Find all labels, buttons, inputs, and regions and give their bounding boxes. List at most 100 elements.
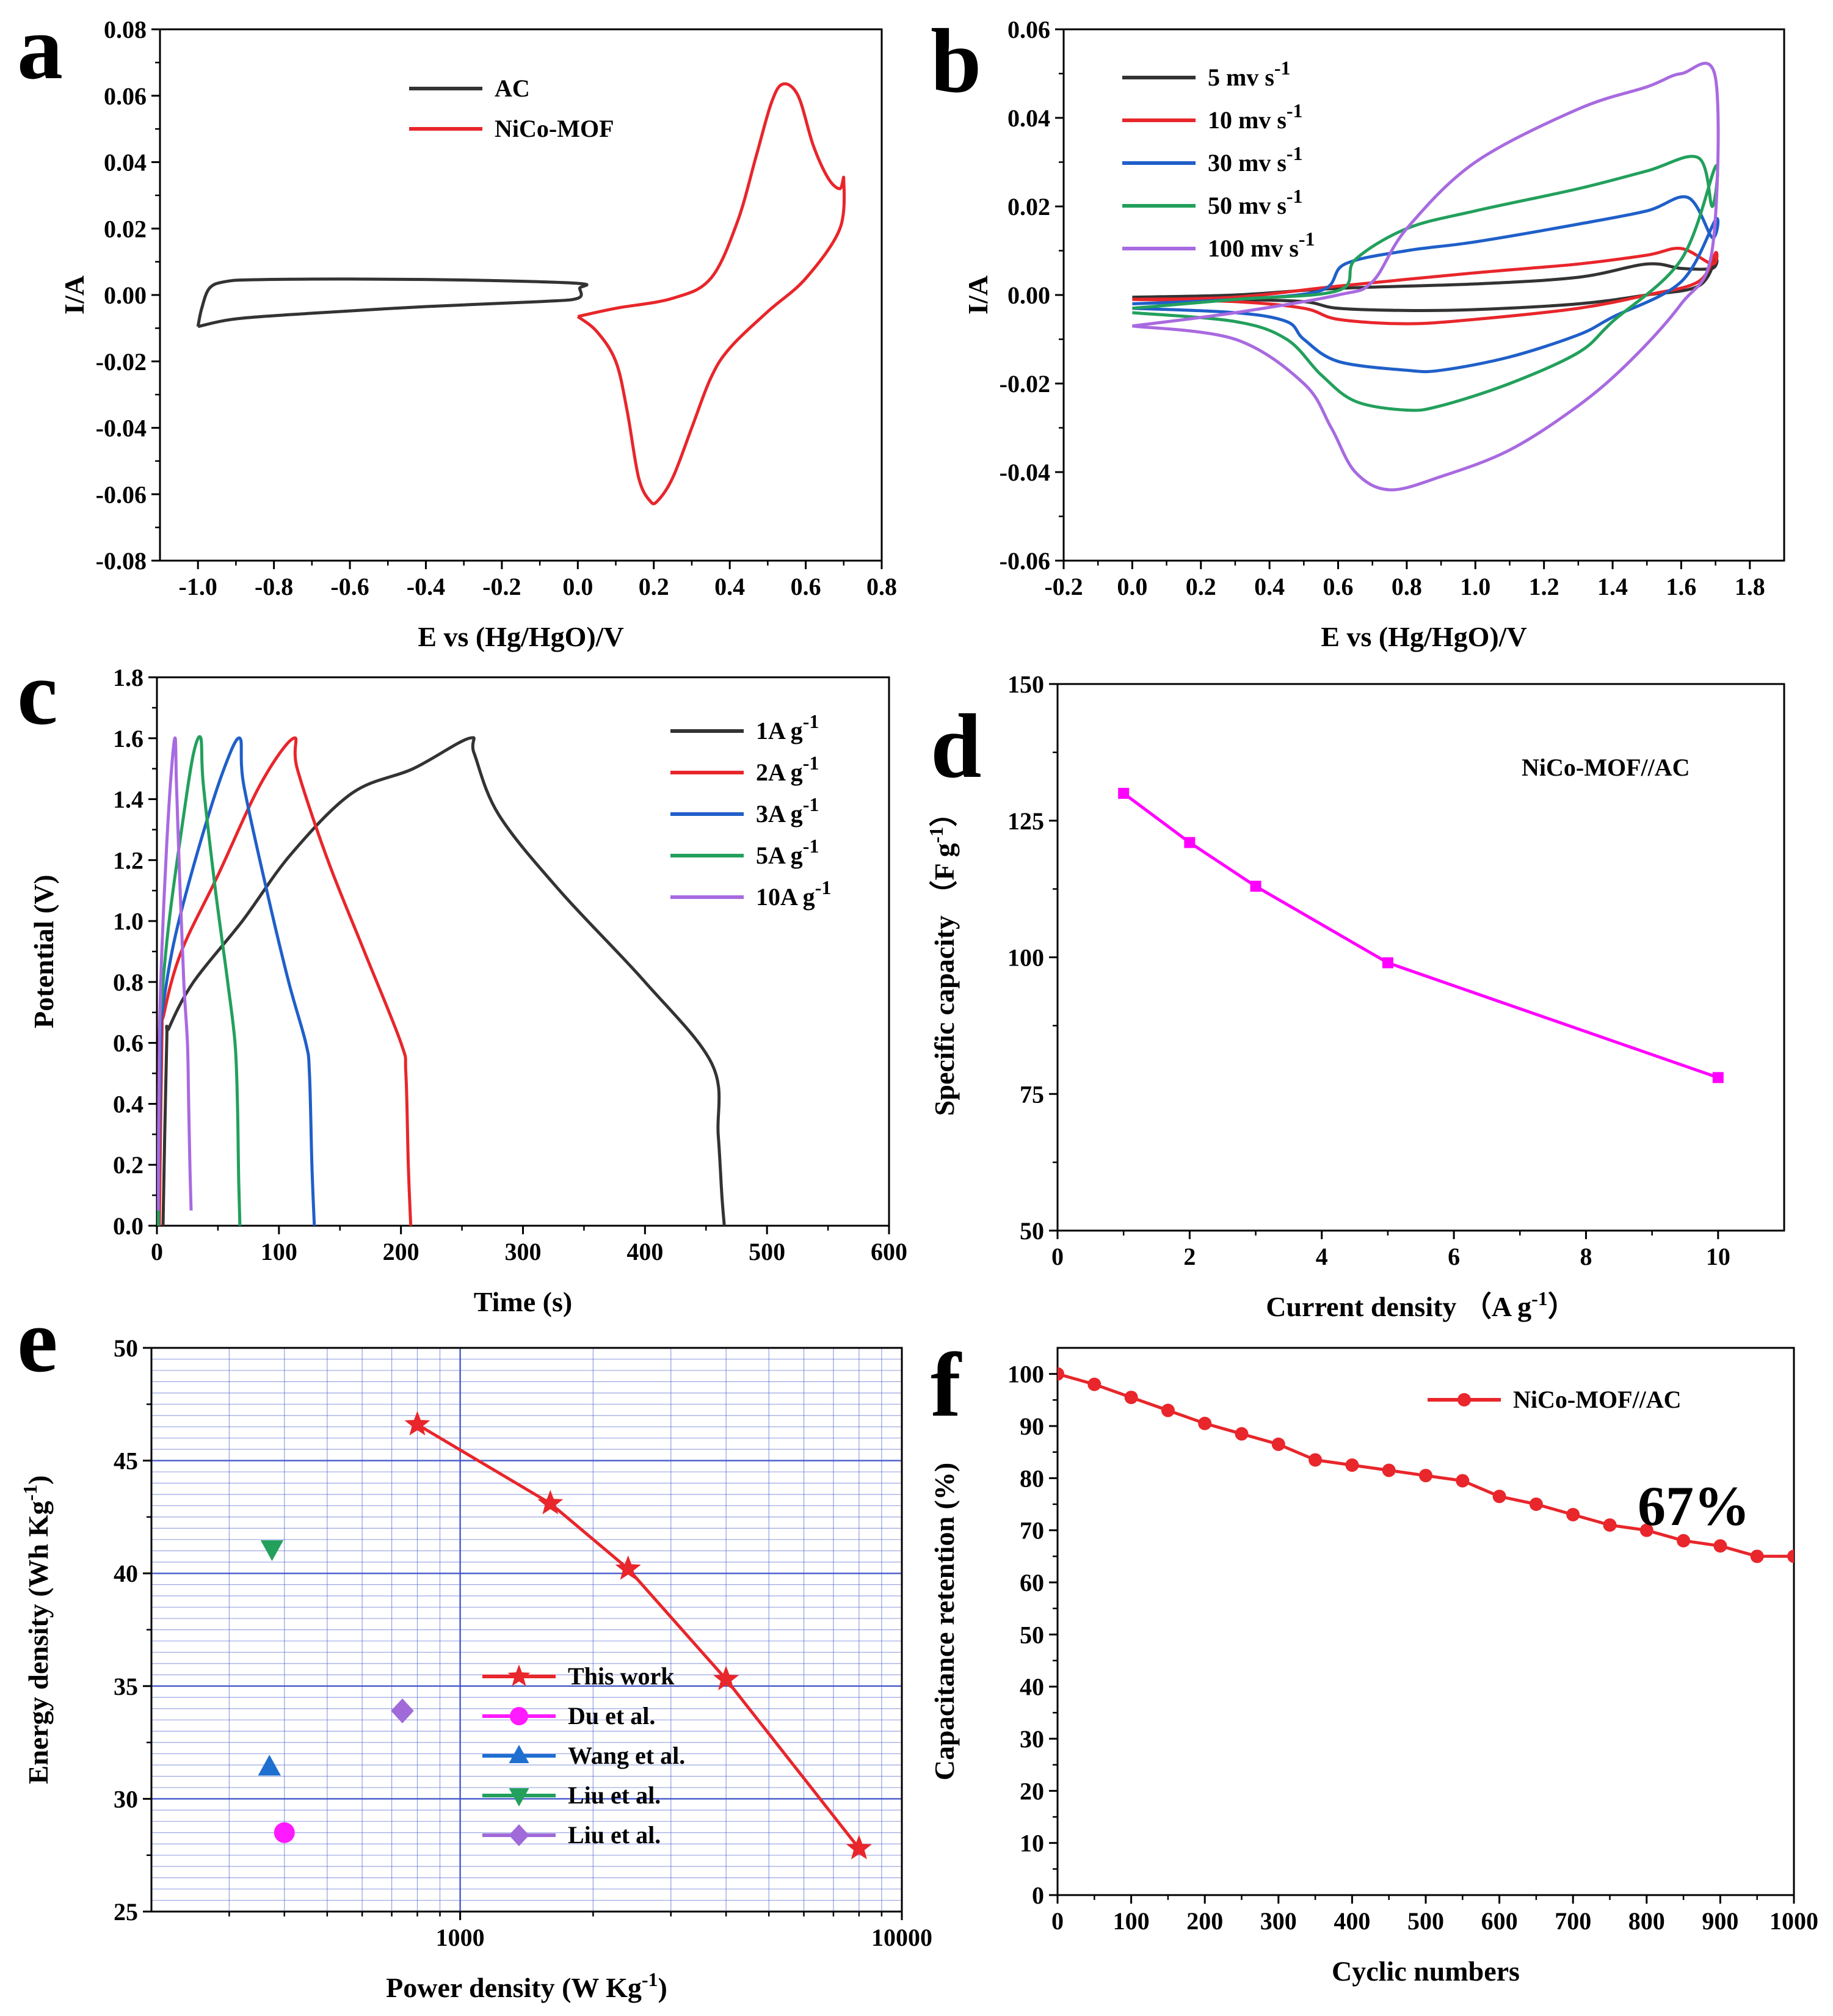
data-point <box>1184 837 1196 848</box>
data-point <box>1712 1072 1724 1083</box>
panel-b: -0.2 0.0 0.2 0.4 0.6 0.8 1.0 1.2 1.4 1.6 1.8 -0.06 -… <box>931 10 1785 652</box>
data-point <box>1309 1453 1323 1467</box>
y-tick-label: 1.8 <box>113 664 143 691</box>
x-tick-label: 400 <box>1334 1907 1370 1935</box>
panel-e: 1000 10000 25 30 35 40 45 50 Power density (W Kg… <box>17 1290 932 2003</box>
x-tick-label: -1.0 <box>179 573 217 600</box>
y-tick-label: 1.6 <box>113 725 143 752</box>
x-tick-label: 300 <box>1260 1907 1297 1935</box>
series-line-1 <box>1122 791 1719 1079</box>
legend-label: 50 mv s-1 <box>1208 185 1303 219</box>
x-tick-label: -0.8 <box>255 573 293 600</box>
data-point <box>274 1822 295 1843</box>
y-tick-label: 10 <box>1020 1830 1044 1857</box>
data-point <box>1250 881 1261 892</box>
panel-letter: f <box>931 1334 962 1436</box>
series-line-1 <box>1132 257 1719 313</box>
y-axis-label: Capacitance retention (%) <box>929 1463 960 1780</box>
y-tick-label: 20 <box>1020 1777 1044 1805</box>
x-tick-label: -0.6 <box>330 573 369 600</box>
data-point <box>1271 1437 1285 1451</box>
legend-label: 3A g-1 <box>756 793 819 828</box>
legend-label: 100 mv s-1 <box>1208 228 1315 262</box>
y-tick-label: 1.0 <box>113 908 143 935</box>
x-tick-label: 1000 <box>1769 1907 1818 1935</box>
x-tick-label: 0.0 <box>562 573 593 600</box>
legend-label: 5 mv s-1 <box>1208 57 1291 91</box>
y-tick-label: 50 <box>1020 1621 1044 1648</box>
y-tick-label: 1.2 <box>113 846 143 874</box>
x-tick-label: 100 <box>261 1238 297 1265</box>
y-tick-label: -0.02 <box>1000 370 1050 398</box>
series-line-5 <box>157 737 193 1211</box>
x-tick-label: 900 <box>1702 1907 1738 1935</box>
x-tick-label: 0.2 <box>1186 573 1216 600</box>
x-tick-label: 200 <box>1186 1907 1223 1935</box>
legend-marker <box>509 1824 529 1846</box>
chart-title: NiCo-MOF//AC <box>1522 754 1690 781</box>
panel-letter: b <box>931 10 981 112</box>
x-tick-label: 1.6 <box>1666 573 1696 600</box>
series-line-5 <box>1132 62 1720 492</box>
series-line-1 <box>196 277 589 329</box>
panel-letter: e <box>17 1290 58 1391</box>
y-tick-label: 75 <box>1020 1080 1044 1108</box>
y-tick-label: 0.08 <box>104 16 147 43</box>
y-tick-label: -0.04 <box>1000 459 1050 486</box>
x-axis-label: E vs (Hg/HgO)/V <box>1321 621 1526 652</box>
panel-c: 0 100 200 300 400 500 600 0.0 0.2 0.4 0.6 0.8 1.0 1.2… <box>17 642 907 1317</box>
data-point <box>1118 788 1130 799</box>
legend: AC NiCo-MOF <box>409 75 614 142</box>
data-point <box>1419 1469 1432 1483</box>
y-tick-label: 0 <box>1032 1882 1044 1909</box>
y-tick-label: 150 <box>1007 671 1044 698</box>
y-tick-label: 0.00 <box>104 282 147 309</box>
legend-marker <box>510 1707 528 1725</box>
legend-label: Wang et al. <box>568 1742 685 1769</box>
data-point <box>1456 1474 1470 1488</box>
x-tick-label: 0.8 <box>1392 573 1422 600</box>
legend-label: Liu et al. <box>568 1821 661 1849</box>
gridlines <box>151 1347 902 1913</box>
x-axis-label: Current density （A g-1） <box>1266 1287 1576 1322</box>
y-tick-label: 0.2 <box>113 1151 143 1179</box>
data-point <box>1566 1508 1580 1522</box>
y-axis-label: Specific capacity （F g-1） <box>925 799 960 1116</box>
legend-marker <box>1457 1393 1471 1406</box>
y-tick-label: 0.06 <box>104 82 147 110</box>
y-tick-label: 0.4 <box>113 1090 143 1118</box>
legend-label: AC <box>495 75 530 102</box>
x-tick-label: 1.0 <box>1460 573 1490 600</box>
y-tick-label: 100 <box>1007 944 1044 972</box>
y-tick-label: 0.6 <box>113 1030 143 1057</box>
x-tick-label: 10000 <box>871 1924 932 1951</box>
data-point <box>1058 1367 1064 1381</box>
y-tick-label: 60 <box>1020 1569 1044 1596</box>
data-point <box>1235 1427 1249 1441</box>
x-tick-label: 0.0 <box>1117 573 1147 600</box>
x-tick-label: 2 <box>1183 1243 1196 1270</box>
y-tick-label: -0.06 <box>1000 547 1050 575</box>
data-point <box>1677 1534 1691 1548</box>
y-tick-label: 30 <box>1020 1725 1044 1753</box>
x-tick-label: 200 <box>383 1238 419 1265</box>
y-tick-label: 0.00 <box>1007 282 1050 309</box>
panel-a: -1.0 -0.8 -0.6 -0.4 -0.2 0.0 0.2 0.4 0.6 0.8 -0.08… <box>17 0 897 652</box>
x-tick-label: 800 <box>1628 1907 1665 1935</box>
panel-f: 0 100 200 300 400 500 600 700 800 900 1000 0 10 20 30 4… <box>929 1334 1818 1987</box>
y-axis-label: Potential (V) <box>28 875 59 1028</box>
x-tick-label: 0 <box>151 1238 163 1265</box>
x-axis-label: E vs (Hg/HgO)/V <box>418 621 623 652</box>
x-tick-label: 1000 <box>436 1924 485 1951</box>
x-tick-label: 100 <box>1113 1907 1150 1935</box>
series-group <box>157 735 726 1226</box>
y-tick-label: 0.04 <box>1007 104 1050 132</box>
legend-label: This work <box>568 1662 675 1690</box>
data-point <box>846 1835 872 1860</box>
series-line-2 <box>576 82 846 506</box>
y-tick-label: 45 <box>114 1447 138 1475</box>
x-tick-label: 10 <box>1706 1243 1730 1270</box>
data-point <box>1382 957 1393 969</box>
series-line-2 <box>1132 247 1719 326</box>
